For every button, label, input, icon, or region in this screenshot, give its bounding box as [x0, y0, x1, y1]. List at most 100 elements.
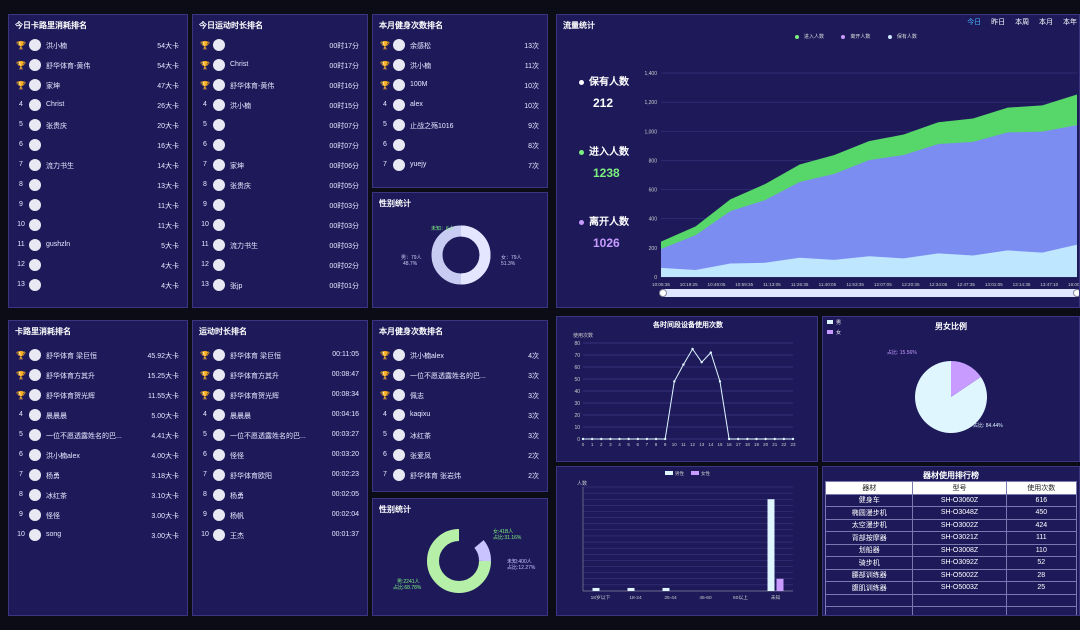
rank-value: 00时03分: [329, 223, 359, 230]
rank-value: 3次: [528, 413, 539, 420]
avatar: [213, 509, 225, 521]
rank-number: 13: [17, 281, 25, 288]
member-name: 张贵庆: [230, 183, 251, 190]
y-tick-label: 10: [574, 425, 580, 431]
rank-value: 00:11:05: [332, 351, 359, 358]
member-name: 一位不愿透露姓名的巴...: [230, 433, 306, 440]
rank-value: 3.00大卡: [151, 513, 179, 520]
traffic-panel: 流量统计 今日 昨日 本周 本月 本年 进入人数 离开人数 保有人数 保有人数 2…: [556, 14, 1080, 308]
tab-week[interactable]: 本周: [1015, 19, 1030, 26]
x-tick-label: 11: [681, 442, 686, 447]
time-range-slider[interactable]: [659, 289, 1079, 297]
list-item: 🏆 洪小楠alex 4次: [373, 347, 547, 365]
rank-number: 4: [203, 411, 207, 418]
rank-number: 5: [383, 431, 387, 438]
rank-value: 54大卡: [157, 63, 179, 70]
tab-today[interactable]: 今日: [967, 19, 982, 26]
member-name: 舒华体育 梁巨恒: [46, 353, 97, 360]
label-female: 女：79人: [501, 254, 522, 261]
label-unknown-pct: 占比:12.27%: [507, 564, 536, 571]
x-tick-label: 18-24: [629, 595, 642, 601]
trophy-icon: 🏆: [380, 61, 390, 70]
empty-cell: [912, 593, 1007, 607]
rank-value: 3.10大卡: [151, 493, 179, 500]
tab-year[interactable]: 本年: [1063, 19, 1077, 26]
member-name: 怪怪: [46, 513, 60, 520]
rank-number: 4: [383, 411, 387, 418]
equipment-model: SH-O3002Z: [912, 518, 1007, 532]
avatar: [29, 389, 41, 401]
x-tick-label: 14: [708, 442, 714, 447]
slider-handle-right[interactable]: [1073, 289, 1079, 297]
avatar: [29, 449, 41, 461]
tab-month[interactable]: 本月: [1039, 19, 1054, 26]
data-point: [791, 437, 795, 441]
avatar: [29, 239, 41, 251]
avatar: [29, 369, 41, 381]
data-point: [618, 437, 621, 441]
table-row: 背部按摩器 SH-O3021Z 111: [824, 531, 1078, 545]
rank-value: 9次: [528, 123, 539, 130]
list-item: 5 一位不愿透露姓名的巴... 00:03:27: [193, 427, 367, 445]
usage-count: 616: [1005, 493, 1078, 507]
avatar: [393, 139, 405, 151]
list-item: 6 16大卡: [9, 137, 187, 155]
member-name: 王杰: [230, 533, 244, 540]
x-tick-label: 15: [717, 442, 723, 447]
rank-number: 4: [383, 101, 387, 108]
rank-value: 13次: [524, 43, 539, 50]
member-name: 杨勇: [46, 473, 60, 480]
panel-title: 卡路里消耗排名: [15, 327, 71, 336]
member-name: alex: [410, 101, 423, 108]
avatar: [213, 449, 225, 461]
list-item: 10 song 3.00大卡: [9, 527, 187, 545]
equipment-table: 器材 型号 使用次数 健身车 SH-O3060Z 616 椭圆漫步机 SH-O3048Z…: [824, 481, 1078, 615]
list-item: 🏆 余感松 13次: [373, 37, 547, 55]
rank-number: 7: [203, 471, 207, 478]
gender-top-panel: 性别统计 未知：6人 男：79人 48.7% 女：79人 51.3%: [372, 192, 548, 308]
bar-male: [662, 587, 670, 591]
avatar: [393, 59, 405, 71]
list-item: 13 张jp 00时01分: [193, 277, 367, 295]
panel-title: 性别统计: [379, 199, 411, 208]
chart-title: 各时间段设备使用次数: [652, 320, 724, 329]
data-point: [645, 437, 649, 441]
rank-value: 00:08:47: [331, 371, 359, 378]
avatar: [213, 489, 225, 501]
avatar: [393, 349, 405, 361]
list-item: 4 晨晨晨 5.00大卡: [9, 407, 187, 425]
list-item: 5 冰红茶 3次: [373, 427, 547, 445]
list-item: 🏆 一位不愿透露姓名的巴... 3次: [373, 367, 547, 385]
trophy-icon: 🏆: [16, 41, 26, 50]
x-tick-label: 45-60: [699, 595, 712, 601]
rank-value: 5大卡: [161, 243, 179, 250]
x-tick-label: 22: [781, 442, 787, 447]
list-item: 6 张爱凤 2次: [373, 447, 547, 465]
trophy-icon: 🏆: [200, 81, 210, 90]
panel-title: 性别统计: [379, 505, 411, 514]
avatar: [29, 529, 41, 541]
age-bar-panel: 人数 男性 女性 18岁以下 18-24 25-44 45-60 60以上 未知: [556, 466, 818, 616]
rank-value: 11大卡: [157, 203, 179, 210]
rank-number: 10: [17, 531, 25, 538]
x-tick-label: 21: [772, 442, 778, 447]
list-item: 🏆 100M 10次: [373, 77, 547, 95]
data-point: [737, 437, 740, 441]
rank-value: 2次: [528, 473, 539, 480]
x-tick-label: 10:19:25: [680, 282, 698, 287]
label-unknown: 未知：6人: [431, 225, 454, 232]
traffic-stat: 离开人数 1026: [579, 213, 659, 250]
member-name: 舒华体育贺光辉: [230, 393, 279, 400]
legend-hold: 保有人数: [896, 34, 917, 40]
slider-handle-left[interactable]: [659, 289, 667, 297]
equipment-model: SH-O3008Z: [912, 543, 1007, 557]
avatar: [213, 79, 225, 91]
tab-yesterday[interactable]: 昨日: [991, 19, 1006, 26]
rank-value: 00时17分: [329, 43, 359, 50]
list-item: 13 4大卡: [9, 277, 187, 295]
trophy-icon: 🏆: [380, 391, 390, 400]
rank-value: 00时06分: [329, 163, 359, 170]
visits-month-top-panel: 本月健身次数排名 🏆 余感松 13次 🏆 洪小楠 11次 🏆 100M 10次 4 alex 10次 5…: [372, 14, 548, 188]
rank-value: 00时02分: [329, 263, 359, 270]
list-item: 5 止战之殇1016 9次: [373, 117, 547, 135]
